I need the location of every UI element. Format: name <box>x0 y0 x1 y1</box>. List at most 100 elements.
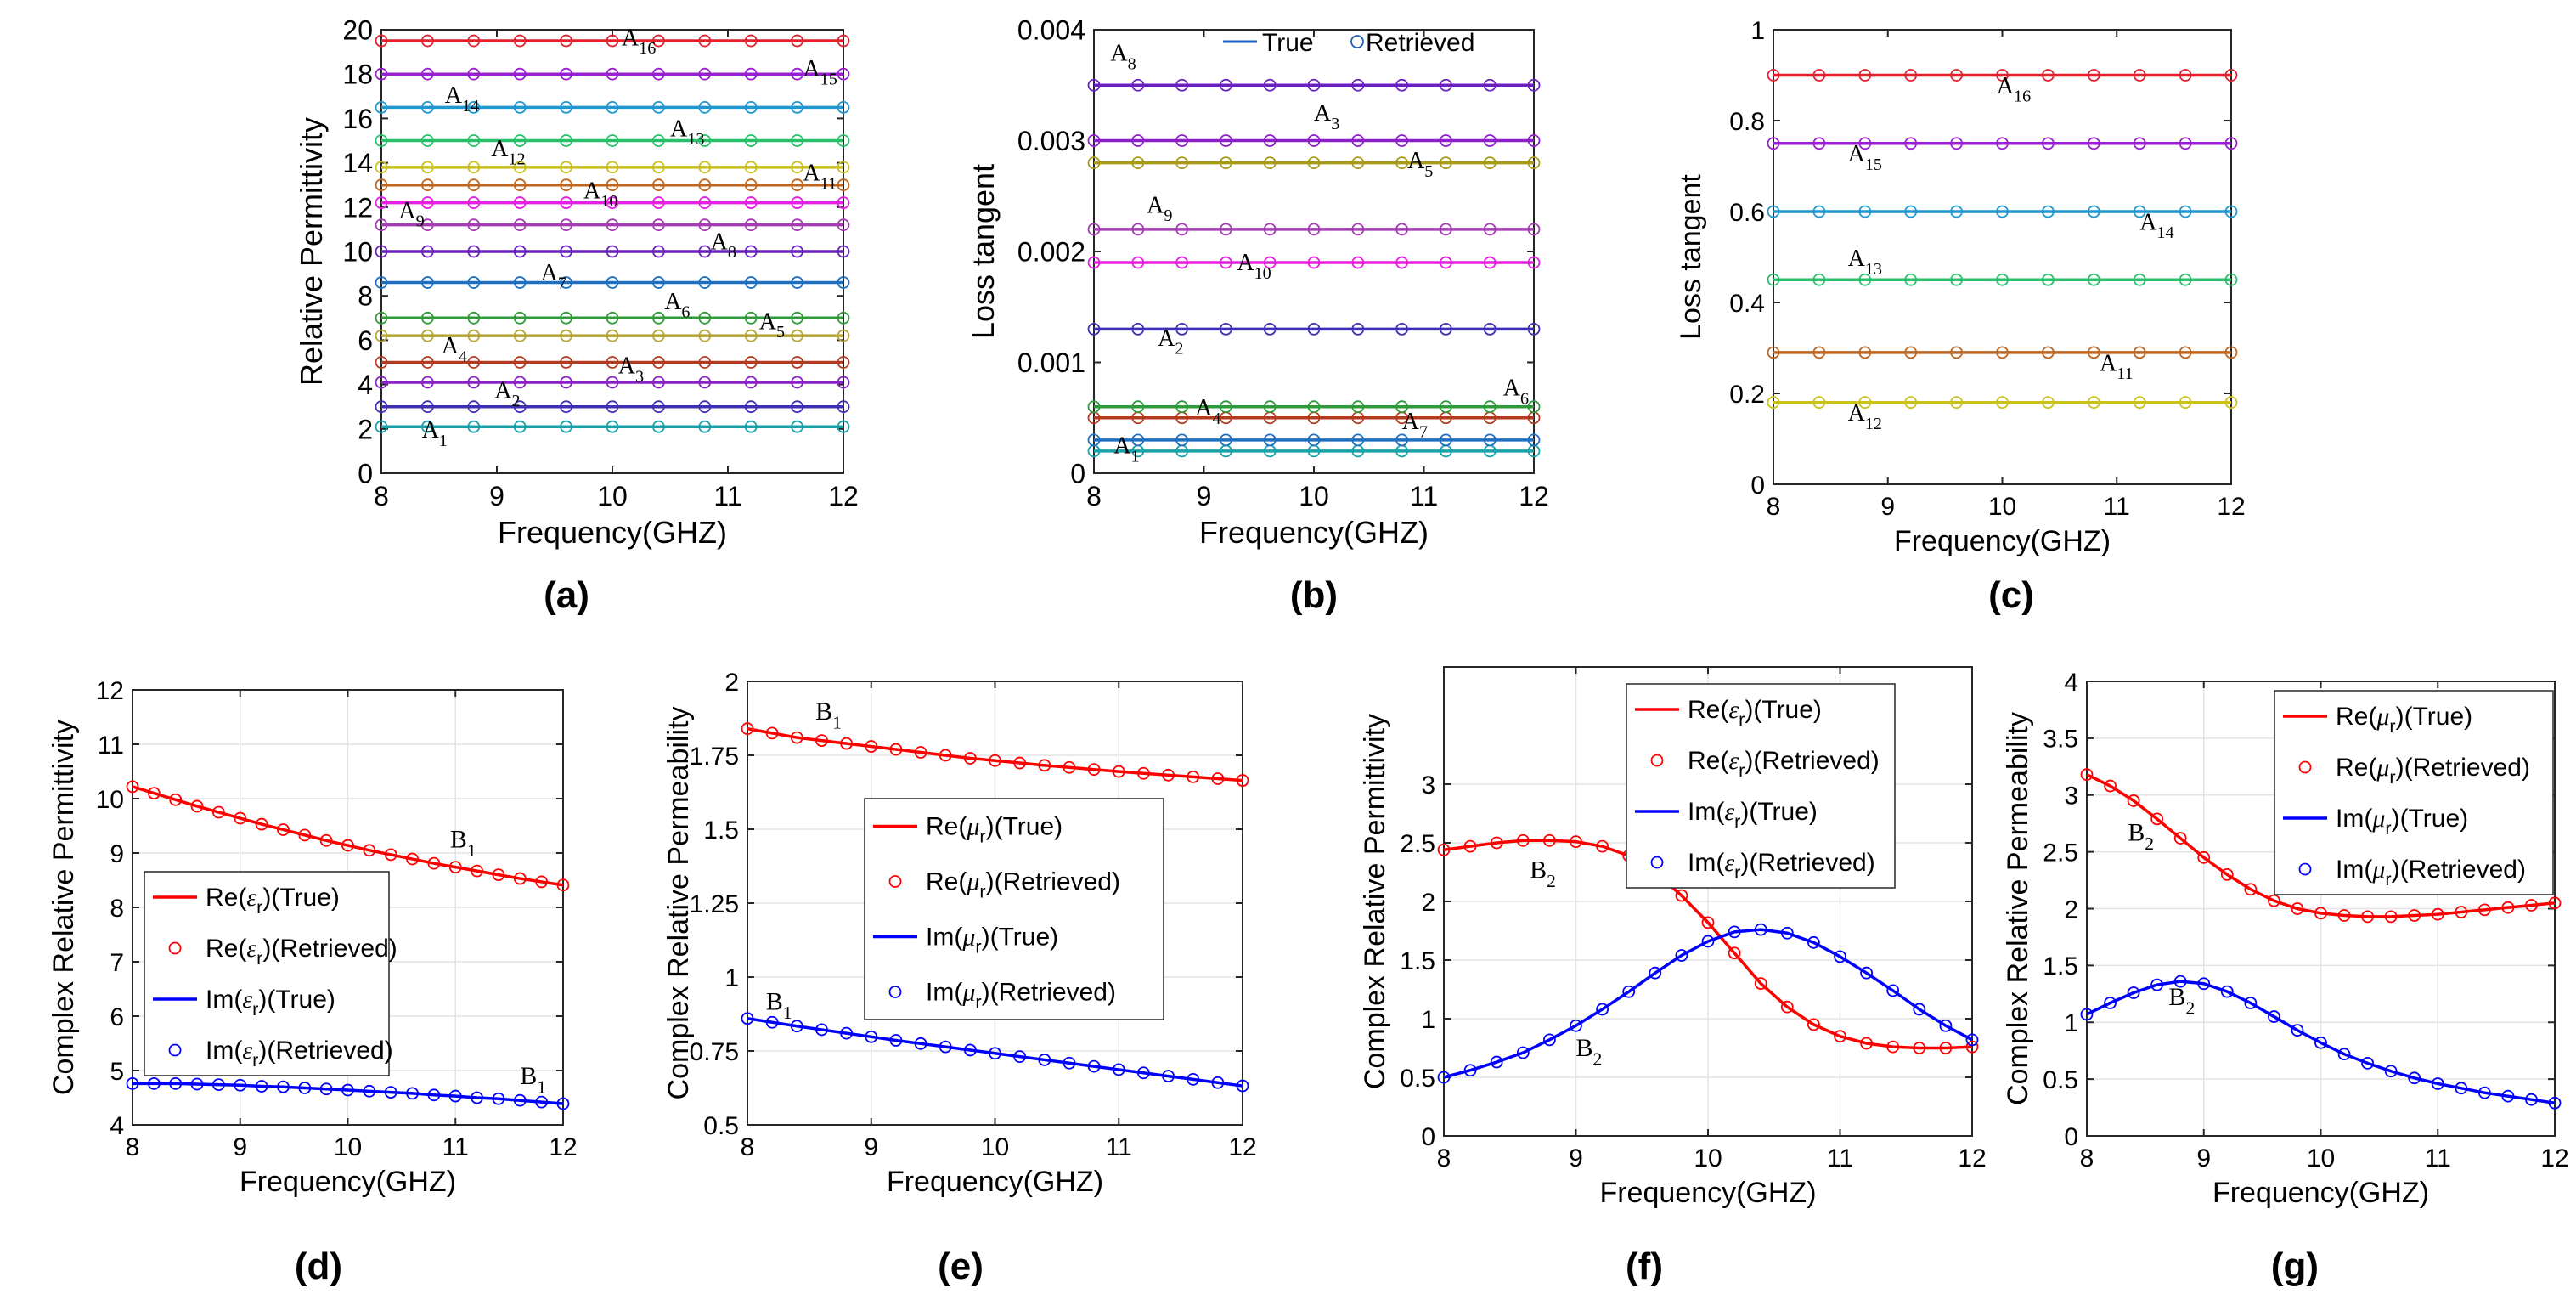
x-tick-label: 9 <box>489 481 504 511</box>
legend-marker-swatch <box>168 941 182 955</box>
data-point <box>1307 134 1321 147</box>
data-point <box>1483 156 1497 170</box>
data-point <box>1767 137 1780 150</box>
data-point <box>147 1076 161 1090</box>
legend-label: Im(εr)(True) <box>1688 798 1818 832</box>
data-point <box>1395 400 1408 414</box>
data-point <box>1807 935 1820 949</box>
data-point <box>234 811 247 825</box>
data-point <box>1395 433 1408 447</box>
data-point <box>989 1047 1001 1060</box>
data-point <box>698 311 712 325</box>
annotation-A4: A4 <box>1195 395 1220 428</box>
data-point <box>513 329 527 342</box>
x-tick-label: 9 <box>1569 1144 1583 1172</box>
series-A5 <box>1087 156 1541 170</box>
data-point <box>560 218 572 232</box>
data-point <box>341 1083 354 1097</box>
data-point <box>1263 256 1277 269</box>
data-point <box>744 376 758 389</box>
data-point <box>1162 1070 1175 1082</box>
data-point <box>2455 1082 2468 1095</box>
legend-label: Re(εr)(Retrieved) <box>206 935 397 969</box>
series-A3 <box>1087 134 1541 147</box>
panel-label-e: (e) <box>938 1246 984 1287</box>
y-tick-label: 7 <box>110 949 124 977</box>
data-point <box>560 356 572 369</box>
data-point <box>513 420 527 433</box>
x-tick-label: 11 <box>1410 481 1438 511</box>
data-point <box>1767 273 1780 286</box>
data-point <box>1395 134 1408 147</box>
data-point <box>1543 833 1556 847</box>
data-point <box>2501 1089 2515 1103</box>
data-point <box>744 276 758 289</box>
data-point <box>837 376 850 389</box>
data-point <box>2087 69 2100 82</box>
data-point <box>1087 400 1101 414</box>
data-point <box>513 218 527 232</box>
annotation-A8: A8 <box>711 229 736 262</box>
data-point <box>652 134 665 147</box>
data-point <box>1463 839 1477 853</box>
y-tick-label: 1.5 <box>1400 947 1435 975</box>
data-point <box>420 196 434 209</box>
annotation-A1: A1 <box>422 417 448 450</box>
data-point <box>471 864 483 878</box>
annotation-A14: A14 <box>2139 209 2173 242</box>
data-point <box>1950 273 1964 286</box>
x-tick-label: 8 <box>126 1133 140 1161</box>
annotation-A3: A3 <box>618 353 644 387</box>
data-point <box>1860 966 1874 980</box>
data-point <box>420 311 434 325</box>
annotation-A2: A2 <box>1158 325 1183 359</box>
data-point <box>837 34 850 48</box>
data-point <box>1087 1059 1101 1073</box>
data-point <box>427 856 441 870</box>
data-point <box>652 178 665 192</box>
charts-layer: 8 9 10 11 1202468101214161820Frequency(GHZ)R… <box>48 15 2569 1209</box>
chart-c: 8 9 10 11 12 0 0.2 0.4 0.6 0.8 1 Frequency(GHZ) Loss… <box>1675 17 2246 557</box>
panel-label-c: (c) <box>1988 574 2034 616</box>
data-point <box>1175 400 1188 414</box>
series-line <box>1443 928 1973 1079</box>
data-point <box>147 787 161 799</box>
data-point <box>2267 1010 2280 1023</box>
data-point <box>840 1026 853 1040</box>
x-tick-label: 10 <box>334 1133 362 1161</box>
data-point <box>698 400 712 414</box>
data-point <box>698 376 712 389</box>
x-tick-label: 10 <box>1299 481 1329 511</box>
annotation-A14: A14 <box>445 82 479 116</box>
data-point <box>384 1086 397 1099</box>
y-axis-label: Complex Relative Permittivity <box>1359 714 1391 1089</box>
data-point <box>513 311 527 325</box>
data-point <box>606 34 619 48</box>
data-point <box>2104 779 2117 793</box>
x-tick-label: 12 <box>1519 481 1549 511</box>
data-point <box>652 276 665 289</box>
data-point <box>837 67 850 81</box>
data-point <box>1351 78 1365 92</box>
data-point <box>277 1080 290 1093</box>
annotation-A10: A10 <box>1237 250 1271 283</box>
data-point <box>1175 322 1188 336</box>
series-A9 <box>1087 223 1541 236</box>
data-point <box>1570 1019 1582 1032</box>
series-A10 <box>1087 256 1541 269</box>
data-point <box>606 376 619 389</box>
annotation-A13: A13 <box>1848 246 1882 279</box>
data-point <box>2041 69 2055 82</box>
y-tick-label: 0.5 <box>2043 1066 2078 1094</box>
y-tick-label: 4 <box>2064 669 2078 697</box>
data-point <box>1527 78 1541 92</box>
data-point <box>1220 433 1232 447</box>
data-point <box>1965 1033 1979 1047</box>
y-tick-label: 6 <box>358 325 373 356</box>
data-point <box>420 420 434 433</box>
data-point <box>560 161 572 174</box>
data-point <box>1812 69 1826 82</box>
legend-box <box>144 871 390 1076</box>
data-point <box>606 245 619 258</box>
data-point <box>1162 768 1175 782</box>
